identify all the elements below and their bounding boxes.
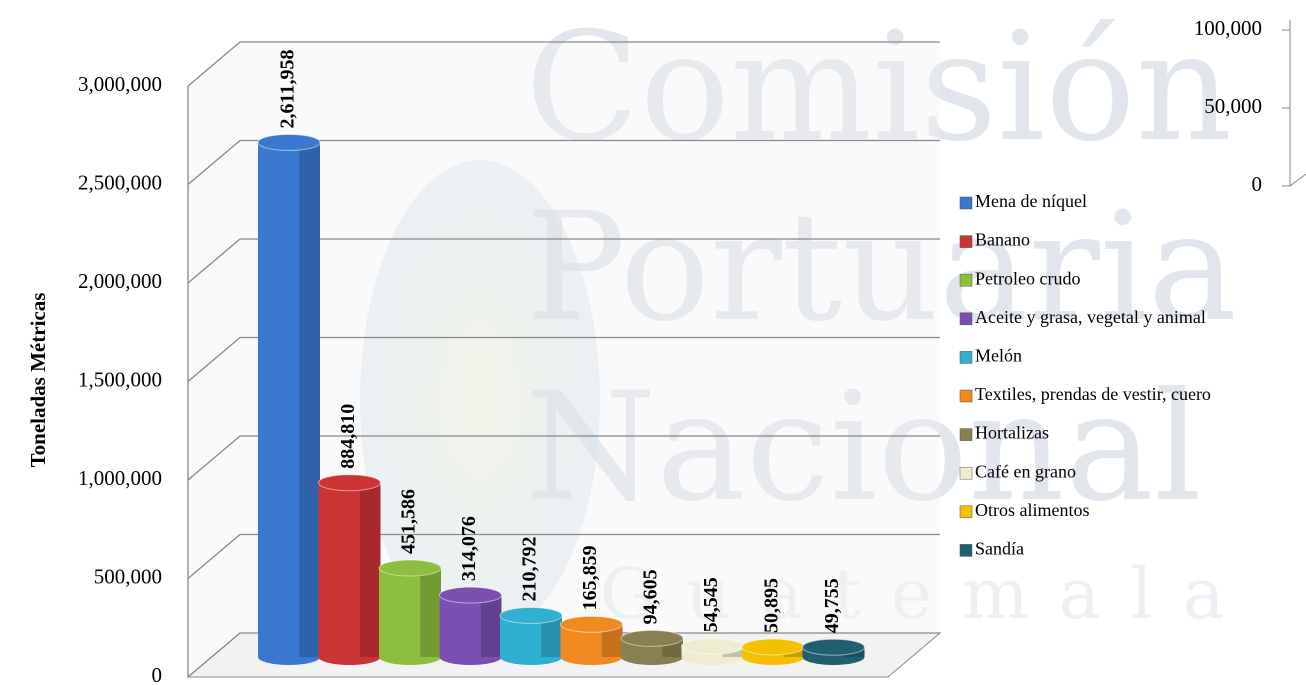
- bar-top: [500, 607, 562, 623]
- y-tick-label: 2,000,000: [78, 269, 162, 293]
- bar-top: [621, 630, 683, 646]
- value-label: 49,755: [821, 578, 843, 633]
- legend-swatch: [960, 351, 972, 363]
- legend-label: Aceite y grasa, vegetal y animal: [975, 307, 1206, 327]
- bar-shade: [299, 142, 320, 657]
- legend-label: Otros alimentos: [975, 500, 1090, 520]
- y-tick-label: 0: [1252, 172, 1263, 196]
- bar-shade: [360, 483, 381, 657]
- bar: [621, 630, 683, 665]
- legend-label: Café en grano: [975, 461, 1076, 481]
- bar: [561, 616, 623, 665]
- legend-swatch: [960, 506, 972, 518]
- bar-top: [803, 639, 865, 655]
- value-label: 54,545: [700, 577, 722, 632]
- legend-swatch: [960, 274, 972, 286]
- bar: [379, 560, 441, 665]
- value-label: 165,859: [579, 545, 601, 610]
- legend-label: Textiles, prendas de vestir, cuero: [975, 384, 1211, 404]
- legend-label: Petroleo crudo: [975, 268, 1080, 288]
- chart: Comisión Portuaria Nacional Guatemala To…: [0, 0, 1306, 685]
- y-axis-title: Toneladas Métricas: [26, 293, 50, 468]
- y-tick-label: 50,000: [1204, 94, 1262, 118]
- bar: [440, 587, 502, 665]
- bar-top: [440, 587, 502, 603]
- y-tick-label: 1,500,000: [78, 367, 162, 391]
- legend-label: Mena de níquel: [975, 191, 1087, 211]
- bar: [258, 134, 320, 665]
- y-tick-label: 100,000: [1194, 16, 1262, 40]
- legend-swatch: [960, 467, 972, 479]
- bar-top: [561, 616, 623, 632]
- y-tick-label: 1,000,000: [78, 466, 162, 490]
- legend-label: Melón: [975, 346, 1022, 366]
- bar-top: [319, 475, 381, 491]
- value-label: 2,611,958: [277, 50, 299, 129]
- legend-swatch: [960, 390, 972, 402]
- bar-top: [379, 560, 441, 576]
- bar-shade: [481, 595, 502, 657]
- bar: [803, 639, 865, 665]
- legend-label: Sandía: [975, 539, 1024, 559]
- bar: [319, 475, 381, 665]
- value-label: 210,792: [519, 536, 541, 601]
- legend-swatch: [960, 429, 972, 441]
- value-label: 884,810: [337, 404, 359, 469]
- bar-top: [682, 638, 744, 654]
- bar: [742, 639, 804, 665]
- value-label: 94,605: [640, 569, 662, 624]
- y-tick-label: 0: [152, 663, 163, 685]
- value-label: 451,586: [398, 489, 420, 554]
- value-label: 314,076: [458, 516, 480, 581]
- legend-label: Hortalizas: [975, 423, 1049, 443]
- value-label: 50,895: [761, 578, 783, 633]
- legend-swatch: [960, 236, 972, 248]
- bar-shade: [420, 568, 441, 657]
- y-tick-label: 3,000,000: [78, 72, 162, 96]
- page: {"chart_data": [ {"type": "bar", "y_labe…: [0, 0, 1306, 685]
- bar-top: [742, 639, 804, 655]
- bar-top: [258, 134, 320, 150]
- legend-label: Banano: [975, 230, 1030, 250]
- legend-swatch: [960, 544, 972, 556]
- legend-swatch: [960, 197, 972, 209]
- y-tick-label: 500,000: [94, 564, 162, 588]
- floor-edge: [1290, 174, 1306, 186]
- bar: [682, 638, 744, 665]
- y-tick-label: 2,500,000: [78, 170, 162, 194]
- legend-swatch: [960, 313, 972, 325]
- bar: [500, 607, 562, 665]
